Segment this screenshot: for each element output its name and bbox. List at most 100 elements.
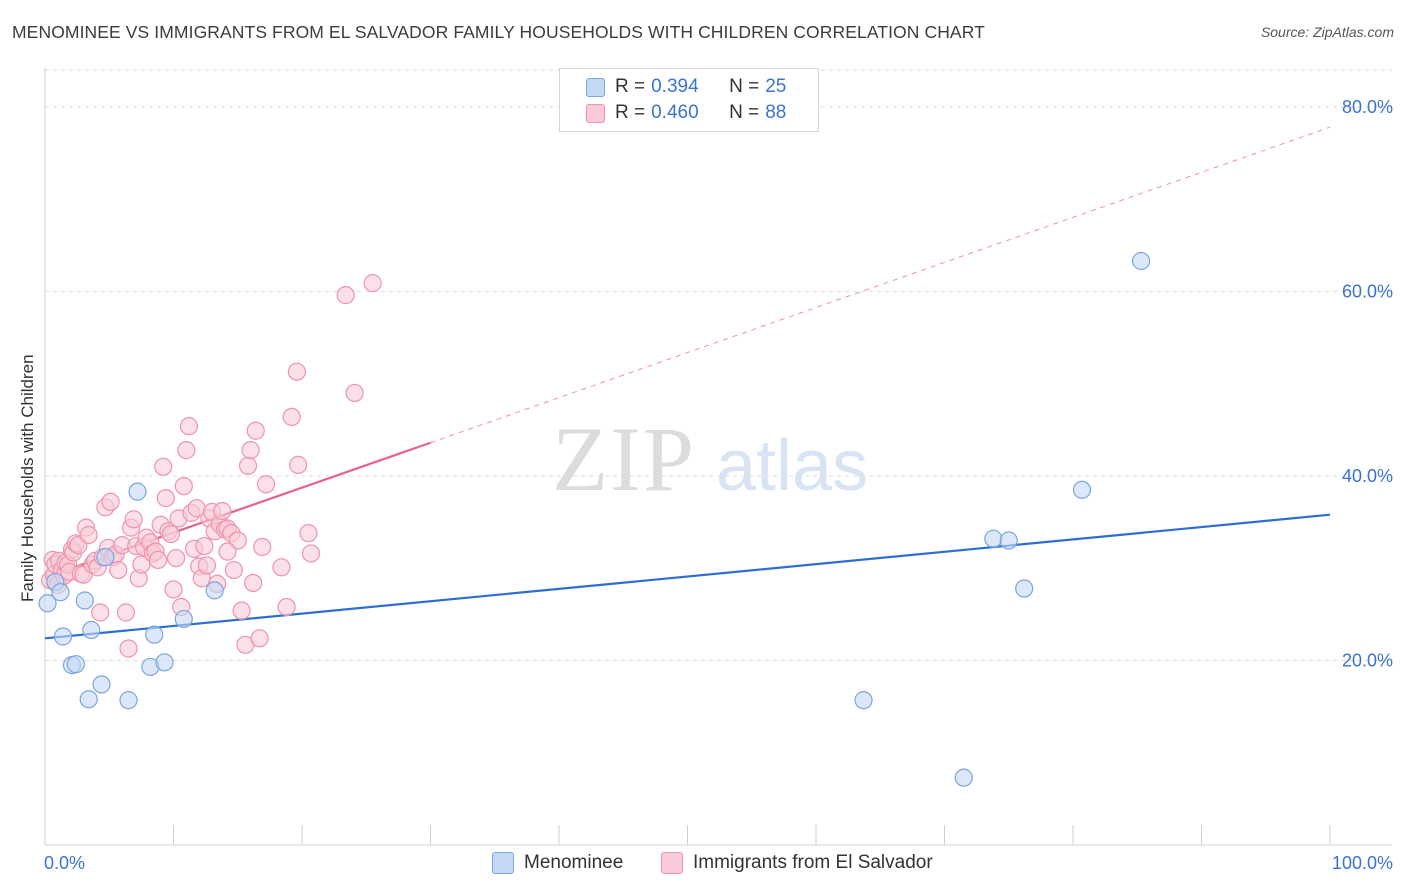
legend-n-value: 88 [765,102,787,123]
point-el-salvador [109,560,128,580]
legend-r-label: R = [615,102,646,123]
point-menominee [51,583,70,602]
point-menominee [174,609,193,629]
legend-row-menominee: R = 0.394 N = 25 [586,75,786,99]
legend-label-el-salvador: Immigrants from El Salvador [693,852,933,873]
point-menominee [155,653,174,672]
x-tick-label: 0.0% [44,853,85,873]
legend-r-label: R = [615,76,646,97]
grid-lines [45,69,1392,661]
point-el-salvador [154,457,173,476]
point-el-salvador [213,501,232,521]
y-tick-label: 80.0% [1342,97,1393,117]
point-el-salvador [161,524,181,544]
point-menominee [119,691,138,710]
watermark-atlas: atlas [716,426,868,506]
legend-swatch-pink [586,103,605,123]
point-menominee [999,531,1018,550]
point-el-salvador [301,544,321,563]
point-el-salvador [238,456,258,475]
point-el-salvador [132,555,151,574]
point-menominee [53,627,73,646]
point-el-salvador [197,556,217,575]
point-el-salvador [228,531,247,550]
point-el-salvador [177,441,196,460]
point-el-salvador [91,603,110,622]
x-tick-label: 100.0% [1332,853,1393,873]
series-legend: Menominee Immigrants from El Salvador [0,850,1406,878]
point-el-salvador [166,548,186,568]
point-el-salvador [101,492,120,511]
point-el-salvador [244,573,263,593]
legend-item-el-salvador[interactable]: Immigrants from El Salvador [661,852,933,874]
y-tick-label: 60.0% [1342,281,1393,301]
watermark: ZIP atlas [552,408,868,510]
point-el-salvador [246,421,265,440]
point-el-salvador [156,488,175,508]
legend-r-value: 0.394 [651,76,699,97]
correlation-legend: R = 0.394 N = 25 R = 0.460 N = 88 [559,68,819,132]
point-el-salvador [224,560,243,580]
point-menominee [984,529,1003,548]
trend-lines [44,126,1331,640]
point-el-salvador [241,441,260,460]
point-el-salvador [277,597,296,617]
legend-swatch-pink [661,852,683,874]
chart-title: MENOMINEE VS IMMIGRANTS FROM EL SALVADOR… [12,22,985,42]
point-el-salvador [256,475,276,494]
point-menominee [92,675,111,694]
point-menominee [79,690,98,709]
point-el-salvador [179,417,199,436]
legend-label-menominee: Menominee [524,852,624,873]
point-menominee [96,548,115,567]
legend-r-value: 0.460 [651,102,699,123]
point-menominee [128,482,147,501]
point-menominee [205,581,224,600]
legend-n-label: N = [729,102,760,123]
y-tick-label: 20.0% [1342,650,1393,670]
y-tick-label: 40.0% [1342,466,1393,486]
point-el-salvador [164,580,183,599]
point-menominee [66,655,85,674]
source-label: Source: ZipAtlas.com [1260,24,1394,40]
point-el-salvador [124,510,143,529]
point-menominee [854,691,873,710]
point-el-salvador [282,407,301,427]
legend-n-label: N = [729,76,760,97]
point-el-salvador [250,629,269,648]
watermark-zip: ZIP [552,408,696,510]
point-el-salvador [79,525,98,545]
point-menominee [1072,480,1092,499]
point-el-salvador [218,542,237,561]
point-el-salvador [289,455,308,474]
trend-line-extension-1 [430,126,1331,444]
point-el-salvador [148,550,168,570]
point-el-salvador [232,601,251,620]
scatter-points [38,251,1151,787]
trend-line-0 [44,513,1331,640]
legend-row-el-salvador: R = 0.460 N = 88 [586,101,786,125]
point-el-salvador [287,362,306,381]
point-el-salvador [272,558,291,577]
legend-n-value: 25 [765,76,787,97]
point-el-salvador [363,274,382,293]
point-menominee [38,594,57,613]
point-menominee [1132,251,1151,271]
point-el-salvador [195,536,214,556]
point-el-salvador [253,537,272,557]
point-el-salvador [119,639,138,658]
point-el-salvador [345,383,364,403]
point-el-salvador [174,477,193,496]
point-menominee [1015,579,1034,598]
point-el-salvador [336,286,355,305]
point-el-salvador [116,603,136,622]
point-el-salvador [299,524,318,543]
legend-item-menominee[interactable]: Menominee [492,852,623,874]
legend-swatch-blue [492,852,514,874]
point-menominee [145,625,164,644]
legend-swatch-blue [586,77,605,97]
point-menominee [75,591,94,610]
point-menominee [954,768,973,787]
tick-labels: 20.0% 40.0% 60.0% 80.0% 0.0% 100.0% [44,97,1393,873]
